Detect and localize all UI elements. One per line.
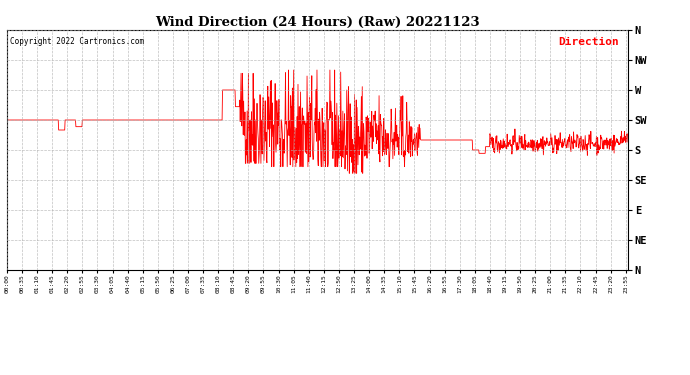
- Title: Wind Direction (24 Hours) (Raw) 20221123: Wind Direction (24 Hours) (Raw) 20221123: [155, 16, 480, 29]
- Text: Copyright 2022 Cartronics.com: Copyright 2022 Cartronics.com: [10, 37, 144, 46]
- Text: Direction: Direction: [558, 37, 618, 47]
